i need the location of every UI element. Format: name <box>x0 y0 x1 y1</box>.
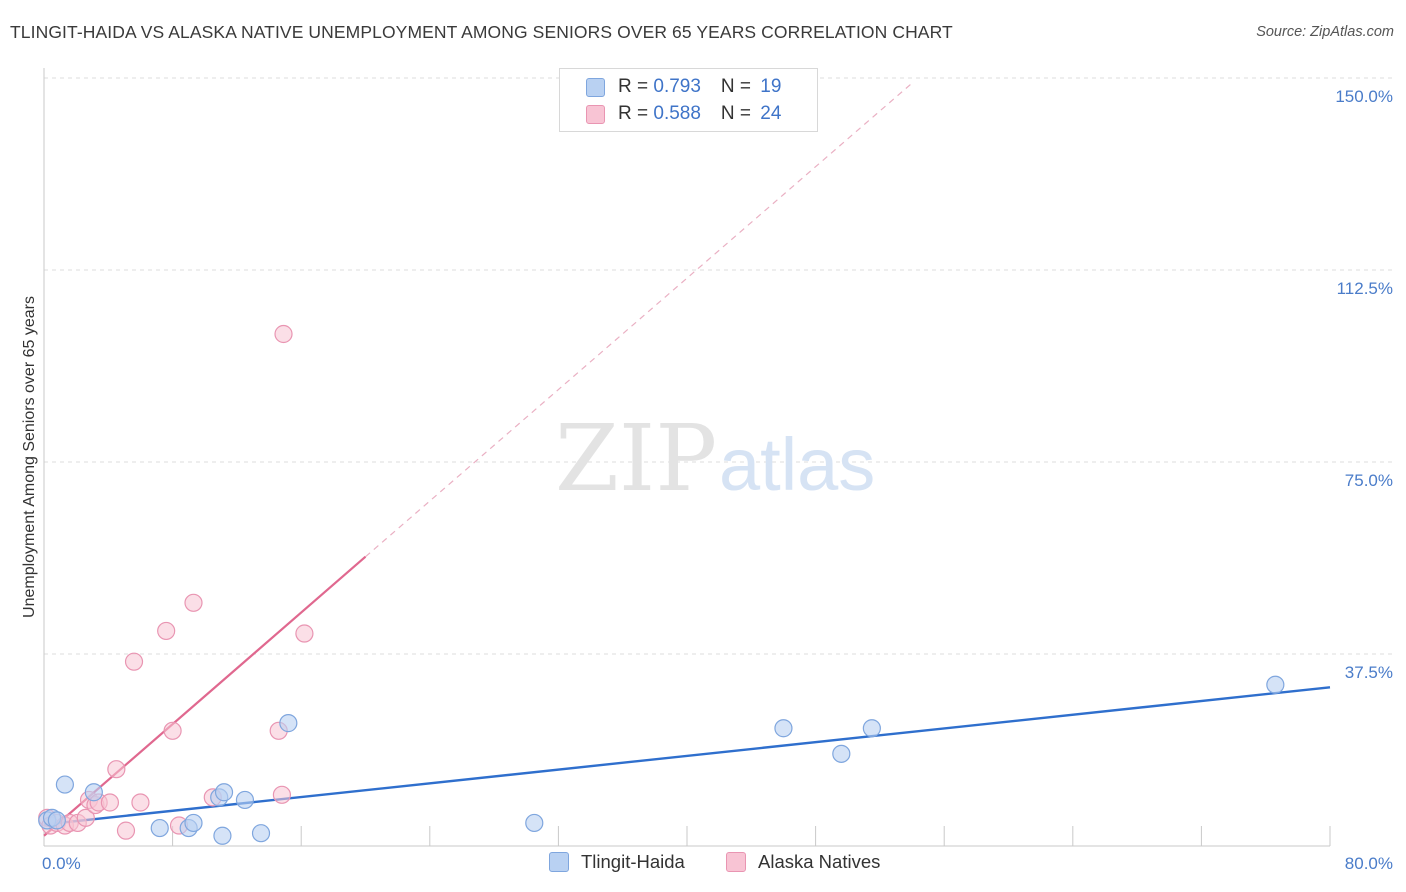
point-tlingit-haida-14 <box>525 813 544 833</box>
point-alaska-natives-6 <box>76 808 95 827</box>
point-tlingit-haida-5 <box>150 818 169 838</box>
y-tick-label-2: 112.5% <box>1337 279 1393 298</box>
point-tlingit-haida-10 <box>214 783 234 802</box>
point-tlingit-haida-18 <box>1266 675 1285 694</box>
legend-r-label: R = <box>618 103 654 124</box>
data-points <box>38 324 1285 845</box>
legend-n-label: N = <box>720 76 757 97</box>
y-axis-label: Unemployment Among Seniors over 65 years <box>21 296 38 618</box>
point-alaska-natives-11 <box>107 760 126 779</box>
point-tlingit-haida-12 <box>251 824 271 843</box>
point-tlingit-haida-11 <box>235 790 255 810</box>
point-tlingit-haida-15 <box>774 719 793 738</box>
point-tlingit-haida-13 <box>279 714 298 733</box>
watermark-zip: ZIP <box>555 405 717 512</box>
legend-row-alaska-natives: R = 0.588 N = 24 <box>586 102 781 126</box>
point-tlingit-haida-3 <box>55 775 74 794</box>
point-alaska-natives-23 <box>295 624 314 643</box>
axes <box>43 68 1331 847</box>
legend-r-value: 0.793 <box>653 76 701 97</box>
point-tlingit-haida-2 <box>47 811 66 830</box>
tick-labels: 37.5% 75.0% 112.5% 150.0% 0.0% 80.0% <box>42 87 1393 873</box>
y-tick-label-3: 150.0% <box>1335 87 1393 106</box>
legend-r-label: R = <box>618 76 654 97</box>
series-label: Tlingit-Haida <box>581 851 685 872</box>
y-tick-label-0: 37.5% <box>1345 663 1393 682</box>
series-legend: Tlingit-Haida Alaska Natives <box>0 851 1406 877</box>
source-credit: Source: ZipAtlas.com <box>1256 24 1394 40</box>
chart-title: TLINGIT-HAIDA VS ALASKA NATIVE UNEMPLOYM… <box>10 22 953 42</box>
point-tlingit-haida-4 <box>84 783 103 802</box>
point-alaska-natives-13 <box>124 652 144 671</box>
point-tlingit-haida-16 <box>832 744 851 763</box>
legend-n-value: 19 <box>760 76 782 97</box>
legend-r-value: 0.588 <box>653 103 701 124</box>
y-tick-label-1: 75.0% <box>1345 471 1393 490</box>
point-alaska-natives-14 <box>131 793 150 812</box>
series-legend-alaska-natives: Alaska Natives <box>726 851 880 873</box>
watermark-atlas: atlas <box>719 423 875 506</box>
point-alaska-natives-15 <box>157 621 176 641</box>
correlation-legend: R = 0.793 N = 19 R = 0.588 N = 24 <box>559 68 818 132</box>
legend-n-label: N = <box>720 103 757 124</box>
point-tlingit-haida-17 <box>862 719 881 738</box>
series-swatch-blue <box>549 852 569 872</box>
x-tick-label-0: 0.0% <box>42 854 81 873</box>
legend-n-value: 24 <box>760 103 782 124</box>
series-legend-tlingit-haida: Tlingit-Haida <box>549 851 685 873</box>
legend-swatch-blue <box>586 77 605 97</box>
legend-row-tlingit-haida: R = 0.793 N = 19 <box>586 75 781 99</box>
point-tlingit-haida-7 <box>184 813 203 833</box>
point-tlingit-haida-9 <box>213 826 232 845</box>
x-tick-label-1: 80.0% <box>1345 854 1393 873</box>
point-alaska-natives-16 <box>163 721 182 740</box>
grid-lines <box>44 77 1394 655</box>
watermark: ZIP atlas <box>555 405 875 512</box>
point-alaska-natives-22 <box>274 324 293 344</box>
trend-line-tlingit-haida <box>43 686 1331 826</box>
point-alaska-natives-10 <box>100 793 120 812</box>
series-label: Alaska Natives <box>758 851 881 872</box>
point-alaska-natives-21 <box>272 785 292 804</box>
point-alaska-natives-18 <box>184 593 203 612</box>
legend-swatch-pink <box>586 104 605 124</box>
point-alaska-natives-12 <box>116 821 136 840</box>
series-swatch-pink <box>726 852 746 872</box>
